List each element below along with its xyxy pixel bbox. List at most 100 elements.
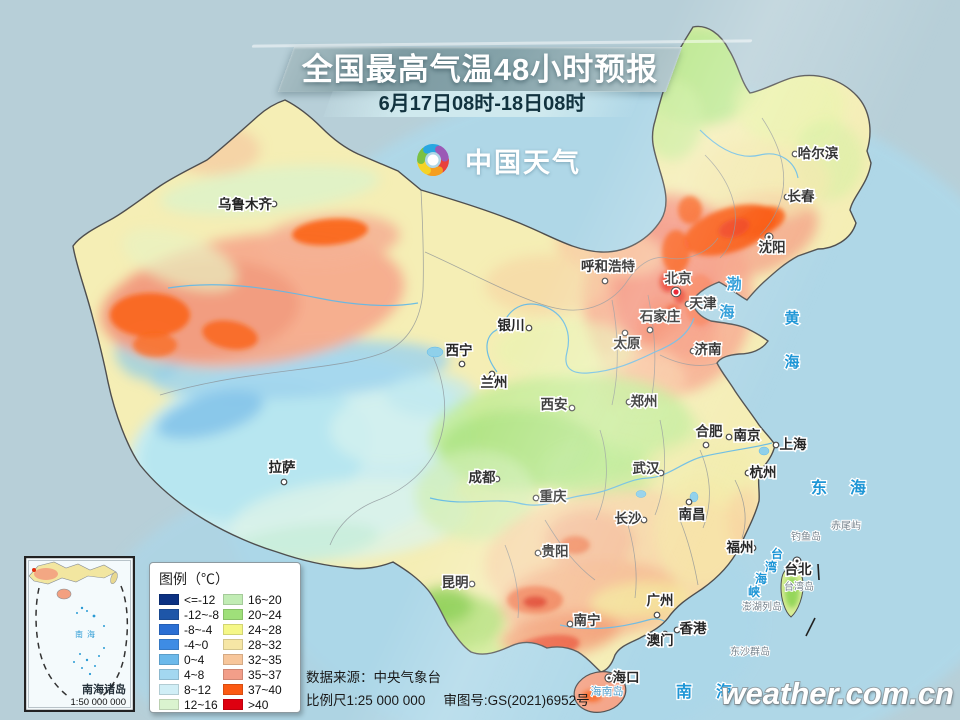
city-dot-icon: [601, 277, 609, 285]
legend-item: -4~0: [159, 637, 219, 652]
city-dot-icon: [270, 200, 278, 208]
city-dot-icon: [767, 235, 771, 239]
legend-item: 28~32: [223, 637, 282, 652]
city-label: 重庆: [540, 488, 568, 504]
city-福州: 福州: [724, 538, 757, 557]
legend-label: 8~12: [184, 682, 212, 697]
city-北京: 北京: [663, 269, 693, 298]
legend-swatch: [159, 639, 179, 650]
city-dot-icon: [607, 676, 611, 680]
city-香港: 香港: [673, 619, 709, 638]
city-dot-icon: [640, 516, 648, 524]
city-济南: 济南: [689, 340, 723, 359]
legend-label: -12~-8: [184, 607, 220, 622]
forecast-period: 6月17日08时-18日08时: [378, 93, 586, 115]
subtitle-ribbon: 6月17日08时-18日08时: [323, 91, 641, 117]
city-dot-icon: [621, 329, 629, 337]
city-dot-icon: [525, 324, 533, 332]
legend-swatch: [159, 654, 179, 665]
legend-label: 0~4: [184, 652, 205, 667]
sea-label: 海: [850, 478, 866, 497]
city-乌鲁木齐: 乌鲁木齐: [217, 195, 278, 214]
city-太原: 太原: [612, 329, 643, 353]
legend-swatch: [159, 609, 179, 620]
city-dot-icon: [534, 549, 542, 557]
sea-label: 海: [784, 353, 799, 371]
city-dot-icon: [458, 360, 466, 368]
legend-item: 8~12: [159, 682, 219, 697]
boundary-dash: [805, 617, 816, 637]
pinwheel-icon: [417, 144, 449, 176]
city-dot-icon: [685, 498, 693, 506]
legend-swatch: [159, 594, 179, 605]
inset-minimap: [28, 561, 129, 700]
city-dot-icon: [532, 494, 540, 502]
city-石家庄: 石家庄: [637, 307, 682, 334]
city-label: 台北: [785, 561, 813, 577]
island-label: 海南岛: [591, 684, 624, 698]
island-label: 钓鱼岛: [791, 530, 821, 543]
city-天津: 天津: [684, 294, 719, 313]
city-呼和浩特: 呼和浩特: [580, 257, 637, 285]
legend-label: 32~35: [248, 652, 282, 667]
city-南宁: 南宁: [566, 611, 602, 630]
watermark-text: weather.com.cn: [720, 675, 955, 712]
city-dot-icon: [657, 469, 665, 477]
city-dot-icon: [488, 370, 496, 378]
city-label: 长春: [788, 188, 816, 204]
legend-label: <=-12: [184, 592, 216, 607]
city-成都: 成都: [467, 468, 501, 487]
map-scale: 比例尺1:25 000 000: [306, 693, 426, 708]
city-dot-icon: [625, 398, 633, 406]
legend-item: >40: [223, 697, 282, 712]
city-label: 成都: [469, 469, 496, 485]
city-西安: 西安: [539, 395, 576, 414]
province-boundaries: [159, 117, 785, 619]
city-label: 福州: [726, 539, 754, 555]
legend-swatch: [223, 594, 244, 605]
map-credits: 数据来源：中央气象台 比例尺1:25 000 000 审图号:GS(2021)69…: [306, 666, 608, 712]
city-dot-icon: [280, 478, 288, 486]
city-dot-icon: [684, 300, 692, 308]
city-dot-icon: [744, 469, 752, 477]
city-西宁: 西宁: [444, 341, 474, 368]
city-label: 兰州: [481, 374, 508, 390]
legend-label: 37~40: [248, 682, 282, 697]
legend-label: 20~24: [248, 607, 282, 622]
china-weather-logo: 中国天气: [410, 137, 581, 183]
sea-label: 东: [811, 478, 827, 497]
city-dot-icon: [689, 347, 697, 355]
legend-label: 28~32: [248, 637, 282, 652]
boundary-dashes: [805, 563, 820, 637]
legend-label: 16~20: [248, 592, 282, 607]
city-贵阳: 贵阳: [534, 542, 570, 561]
legend-label: >40: [248, 697, 269, 712]
capital-dot-icon: [673, 289, 679, 295]
city-dot-icon: [791, 150, 799, 158]
legend-swatch: [223, 624, 244, 635]
city-武汉: 武汉: [631, 459, 665, 478]
legend-swatch: [223, 699, 244, 710]
city-重庆: 重庆: [532, 487, 569, 506]
sea-label: 峡: [748, 584, 760, 599]
south-china-sea-inset: 南海 南海诸岛 1:50 000 000: [24, 556, 135, 712]
city-label: 天津: [690, 295, 718, 311]
city-dot-icon: [653, 611, 661, 619]
city-长春: 长春: [783, 187, 817, 206]
city-dot-icon: [725, 433, 733, 441]
legend-item: 20~24: [223, 607, 282, 622]
city-dot-icon: [795, 559, 799, 563]
city-dot-icon: [568, 404, 576, 412]
city-label: 南京: [734, 427, 761, 443]
legend-item: 37~40: [223, 682, 282, 697]
city-label: 石家庄: [639, 308, 681, 324]
city-label: 广州: [647, 592, 674, 608]
city-dot-icon: [772, 441, 780, 449]
legend-swatch: [223, 654, 244, 665]
legend-label: 4~8: [184, 667, 205, 682]
island-label: 东沙群岛: [730, 645, 770, 658]
city-label: 南宁: [574, 612, 601, 628]
city-南昌: 南昌: [677, 498, 707, 524]
sea-label: 海: [755, 571, 767, 586]
